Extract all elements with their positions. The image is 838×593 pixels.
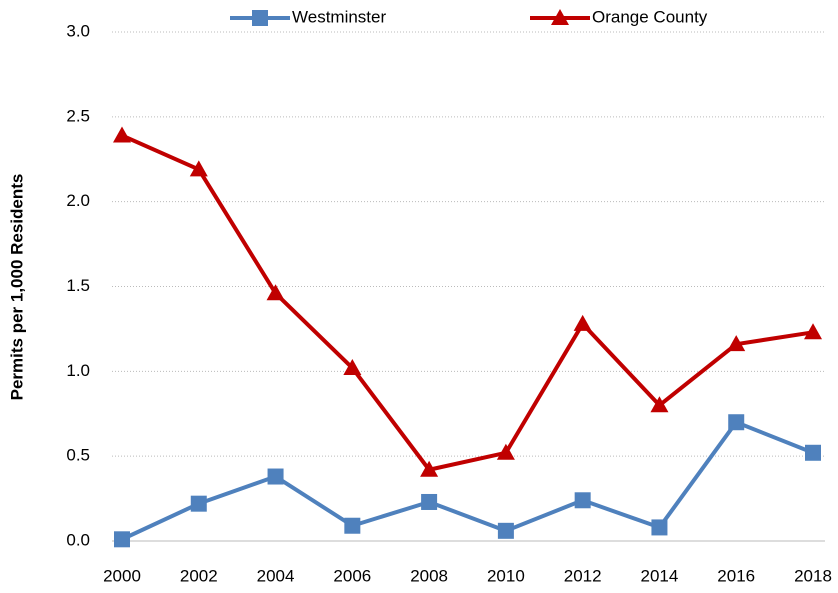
data-point [343, 358, 362, 375]
data-point [496, 443, 515, 460]
data-point [190, 495, 207, 512]
data-point [574, 492, 591, 509]
x-tick-label: 2016 [717, 566, 755, 585]
x-tick-label: 2000 [103, 566, 141, 585]
data-point [267, 468, 284, 485]
data-point [114, 531, 130, 548]
x-tick-label: 2004 [257, 566, 295, 585]
data-point [266, 284, 285, 301]
x-tick-label: 2006 [333, 566, 371, 585]
data-point [727, 335, 746, 352]
data-point [804, 323, 822, 340]
x-tick-label: 2002 [180, 566, 218, 585]
data-point [189, 160, 208, 177]
y-axis-label: Permits per 1,000 Residents [7, 174, 26, 401]
data-point [805, 444, 821, 461]
y-tick-label: 0.5 [66, 446, 90, 465]
data-point [728, 414, 745, 431]
data-point [573, 314, 592, 331]
legend-label: Westminster [292, 7, 386, 26]
data-point [420, 460, 439, 477]
data-point [421, 493, 438, 510]
x-tick-label: 2018 [794, 566, 832, 585]
y-tick-label: 1.0 [66, 361, 90, 380]
y-tick-label: 0.0 [66, 530, 90, 549]
data-point [497, 522, 514, 539]
y-tick-label: 2.0 [66, 191, 90, 210]
data-point [344, 517, 361, 534]
x-tick-label: 2010 [487, 566, 525, 585]
x-tick-label: 2008 [410, 566, 448, 585]
legend-marker [252, 10, 268, 26]
y-tick-label: 1.5 [66, 276, 90, 295]
y-tick-label: 3.0 [66, 21, 90, 40]
data-point [651, 519, 668, 536]
data-point [113, 126, 131, 143]
series-line [121, 420, 814, 542]
legend-label: Orange County [592, 7, 708, 26]
legend-marker [551, 9, 569, 25]
x-tick-label: 2014 [641, 566, 679, 585]
x-tick-label: 2012 [564, 566, 602, 585]
data-point [650, 396, 669, 413]
y-tick-label: 2.5 [66, 106, 90, 125]
series-line [121, 133, 814, 472]
